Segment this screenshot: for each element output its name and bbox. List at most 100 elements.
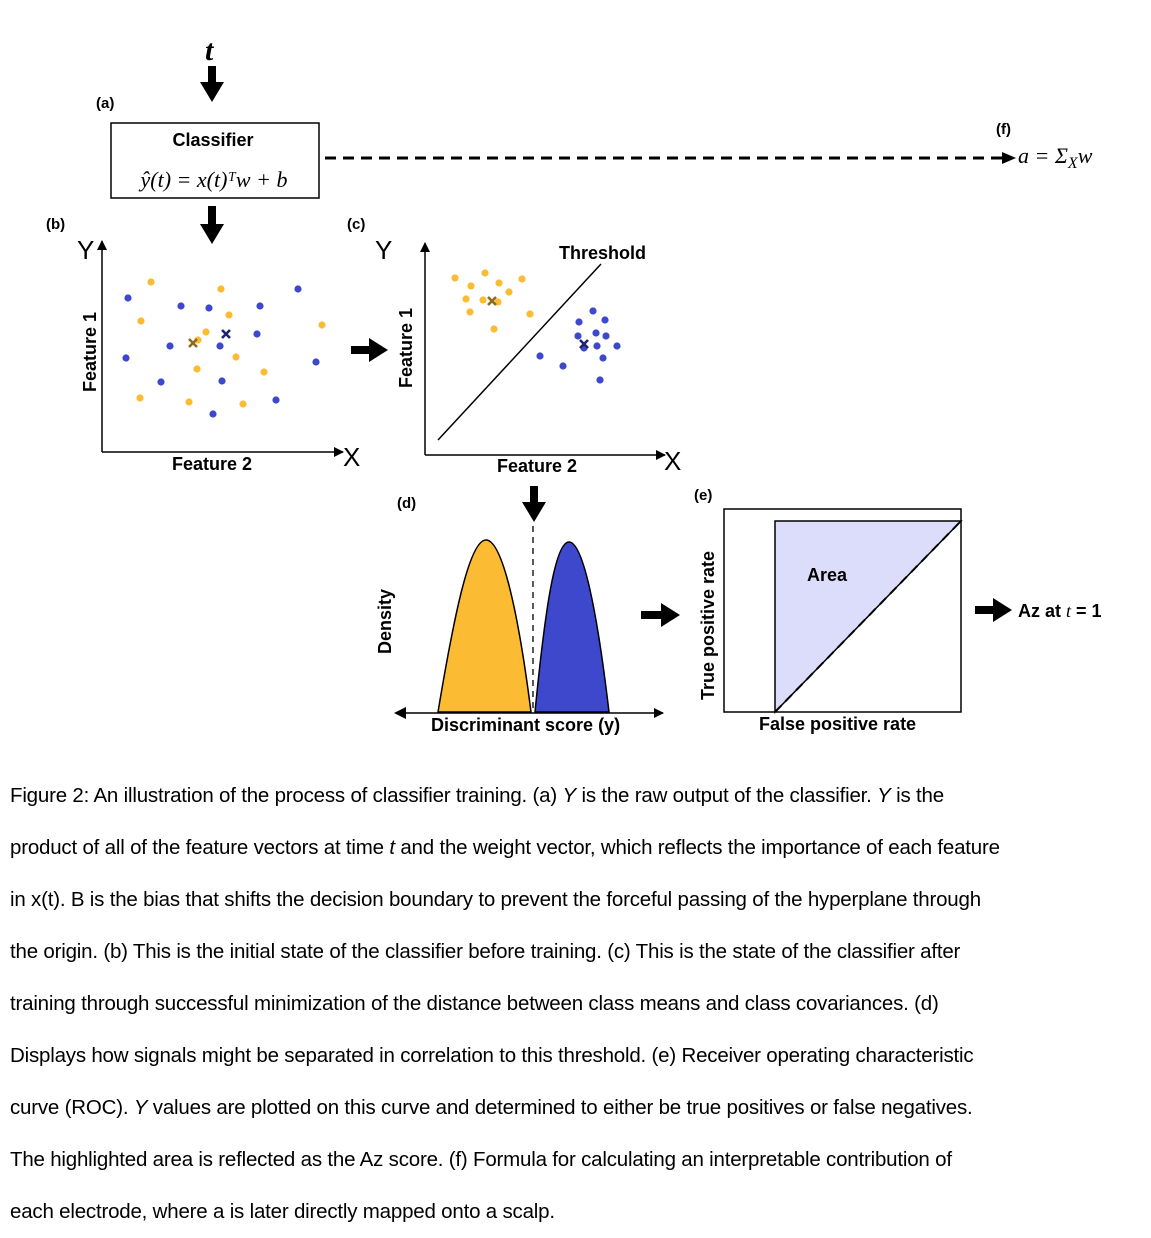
blue-point (574, 332, 582, 340)
threshold-line (437, 263, 602, 441)
right-arrow-icon (351, 338, 388, 362)
panel-e-y-title: True positive rate (698, 551, 718, 700)
caption-line: product of all of the feature vectors at… (10, 836, 1000, 859)
panel-b-x-title: Feature 2 (172, 454, 252, 474)
blue-distribution (534, 541, 610, 713)
orange-point (495, 279, 503, 287)
panel-c-x-letter: X (664, 446, 681, 476)
blue-point (205, 304, 213, 312)
orange-point (466, 308, 474, 316)
blue-mean-cross (579, 339, 589, 349)
orange-point (518, 275, 526, 283)
panel-c-x-title: Feature 2 (497, 456, 577, 476)
blue-mean-cross (221, 329, 231, 339)
down-arrow-icon (522, 486, 546, 522)
f-formula: a = ΣXw (1018, 143, 1093, 172)
f-formula-main: a = Σ (1018, 143, 1068, 168)
orange-distribution (437, 539, 532, 713)
panel-b-x-letter: X (343, 442, 360, 472)
down-arrow-icon (200, 66, 224, 102)
blue-point (216, 342, 224, 350)
down-arrow-icon (200, 206, 224, 244)
orange-point (185, 398, 193, 406)
right-arrow-icon (641, 603, 680, 627)
blue-point (272, 396, 280, 404)
orange-point (137, 317, 145, 325)
az-result-t: t (1066, 601, 1072, 621)
blue-point (122, 354, 130, 362)
orange-point (147, 278, 155, 286)
orange-point (462, 295, 470, 303)
blue-point (589, 307, 597, 315)
t-symbol: t (205, 34, 215, 67)
classifier-diagram: t (a) Classifier ŷ(t) = x(t)ᵀw + b (f) a… (46, 34, 1102, 735)
blue-point (294, 285, 302, 293)
classifier-title: Classifier (172, 130, 253, 150)
blue-point (253, 330, 261, 338)
blue-point (157, 378, 165, 386)
blue-point (218, 377, 226, 385)
caption-line: in x(t). B is the bias that shifts the d… (10, 888, 981, 911)
left-arrow-icon (394, 707, 406, 719)
panel-d-x-title: Discriminant score (y) (431, 715, 620, 735)
threshold-label: Threshold (559, 243, 646, 263)
f-formula-sub: X (1067, 155, 1079, 172)
orange-mean-cross (188, 338, 198, 348)
blue-point (177, 302, 185, 310)
orange-point (451, 274, 459, 282)
az-result-prefix: Az at (1018, 601, 1066, 621)
orange-point (239, 400, 247, 408)
panel-d-y-title: Density (375, 589, 395, 654)
blue-point (166, 342, 174, 350)
orange-point (526, 310, 534, 318)
orange-mean-cross (487, 296, 497, 306)
panel-e-label: (e) (694, 487, 712, 504)
blue-point (559, 362, 567, 370)
orange-point (481, 269, 489, 277)
orange-point (479, 296, 487, 304)
orange-point (318, 321, 326, 329)
panel-b-label: (b) (46, 216, 65, 233)
blue-point (593, 342, 601, 350)
right-arrow-icon (1002, 152, 1016, 164)
classifier-formula: ŷ(t) = x(t)ᵀw + b (139, 167, 288, 192)
caption-line: training through successful minimization… (10, 992, 939, 1015)
blue-point (613, 342, 621, 350)
panel-c-label: (c) (347, 216, 365, 233)
orange-point (217, 285, 225, 293)
caption-line: Displays how signals might be separated … (10, 1044, 974, 1067)
blue-point (575, 318, 583, 326)
orange-point (467, 282, 475, 290)
orange-point (505, 288, 513, 296)
blue-point (596, 376, 604, 384)
caption-line: the origin. (b) This is the initial stat… (10, 940, 961, 963)
orange-point (490, 325, 498, 333)
blue-point (312, 358, 320, 366)
panel-c-points (451, 269, 621, 384)
blue-point (209, 410, 217, 418)
orange-point (225, 311, 233, 319)
f-formula-w: w (1078, 143, 1093, 168)
orange-point (202, 328, 210, 336)
blue-point (601, 316, 609, 324)
caption-line: curve (ROC). Y values are plotted on thi… (10, 1096, 973, 1119)
caption-line: The highlighted area is reflected as the… (10, 1148, 952, 1171)
orange-point (136, 394, 144, 402)
blue-point (124, 294, 132, 302)
orange-point (232, 353, 240, 361)
blue-point (592, 329, 600, 337)
blue-point (599, 354, 607, 362)
panel-b-points (122, 278, 326, 418)
panel-e-x-title: False positive rate (759, 714, 916, 734)
orange-point (260, 368, 268, 376)
figure-caption: Figure 2: An illustration of the process… (10, 770, 1140, 1238)
blue-point (602, 332, 610, 340)
panel-d-label: (d) (397, 495, 416, 512)
az-result: Az at t = 1 (1018, 601, 1102, 621)
panel-c-y-letter: Y (375, 235, 392, 265)
classifier-box (110, 122, 320, 199)
roc-area-label: Area (807, 565, 848, 585)
panel-a-label: (a) (96, 95, 114, 112)
right-arrow-icon (975, 598, 1012, 622)
panel-f-label: (f) (996, 121, 1011, 138)
